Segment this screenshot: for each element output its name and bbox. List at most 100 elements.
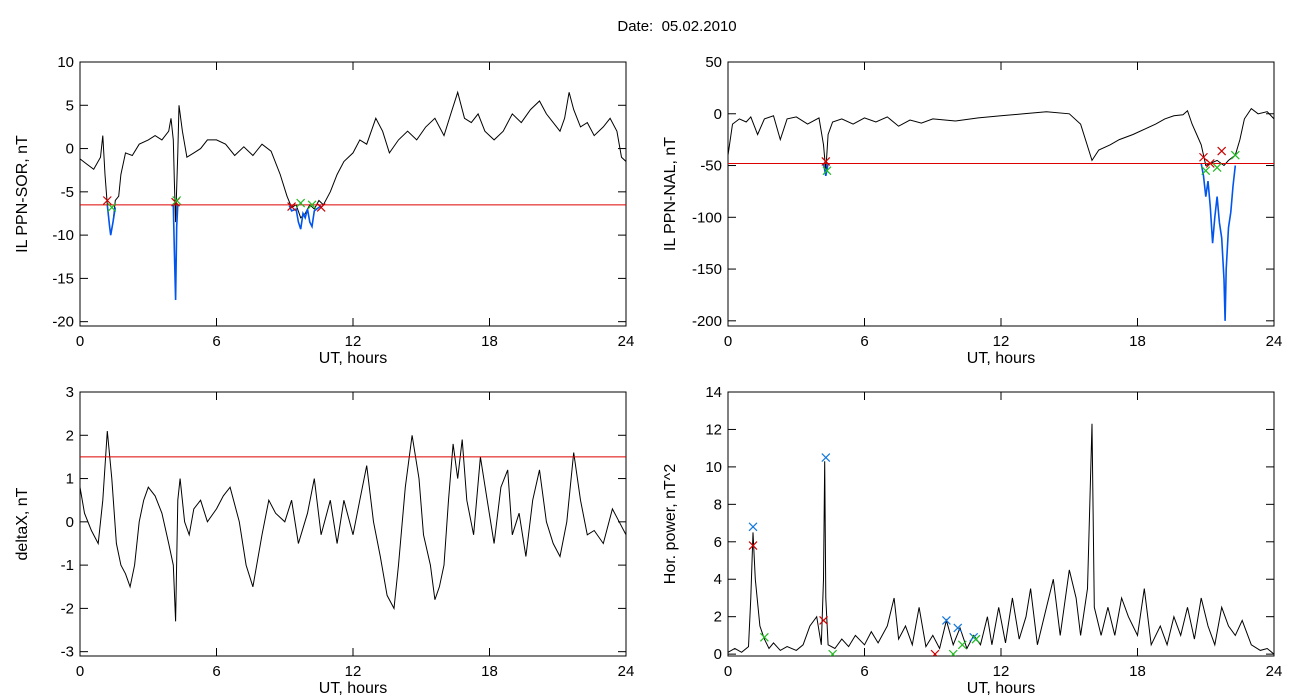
x-tick-label: 12 bbox=[993, 333, 1010, 350]
x-tick-label: 24 bbox=[1266, 333, 1283, 350]
y-tick-label: -10 bbox=[52, 227, 74, 244]
x-tick-label: 12 bbox=[993, 663, 1010, 680]
x-tick-label: 24 bbox=[618, 663, 635, 680]
y-tick-label: -200 bbox=[692, 313, 722, 330]
x-tick-label: 0 bbox=[724, 333, 732, 350]
chart-panel-2: 0 6 12 18 24 50 0 -50 -100 -150 -200 UT, hours IL PP… bbox=[662, 54, 1282, 367]
event-marker bbox=[102, 196, 112, 205]
event-marker bbox=[172, 196, 182, 205]
event-marker bbox=[941, 616, 951, 625]
date-label: Date: bbox=[617, 18, 654, 35]
x-tick-label: 12 bbox=[345, 663, 362, 680]
x-tick-label: 0 bbox=[76, 333, 84, 350]
y-tick-label: 2 bbox=[66, 427, 74, 444]
x-tick-label: 18 bbox=[1129, 663, 1146, 680]
event-marker bbox=[748, 522, 758, 532]
plot-area bbox=[80, 90, 626, 301]
date-value: 05.02.2010 bbox=[661, 18, 737, 35]
x-axis-label: UT, hours bbox=[967, 350, 1035, 367]
event-marker bbox=[828, 649, 838, 656]
plot-frame bbox=[727, 61, 1275, 327]
y-tick-label: -20 bbox=[52, 314, 74, 331]
y-axis-label: IL PPN-SOR, nT bbox=[14, 135, 31, 253]
plot-frame bbox=[727, 391, 1275, 657]
y-tick-label: 2 bbox=[714, 609, 722, 626]
event-marker bbox=[971, 634, 981, 644]
y-tick-label: 0 bbox=[714, 646, 722, 663]
y-tick-label: -3 bbox=[61, 644, 74, 661]
y-tick-label: 6 bbox=[714, 534, 722, 551]
y-tick-label: -5 bbox=[61, 184, 74, 201]
event-marker bbox=[957, 640, 967, 650]
y-axis-label: Hor. power, nT^2 bbox=[662, 464, 679, 585]
y-tick-label: 3 bbox=[66, 384, 74, 401]
y-tick-label: 8 bbox=[714, 496, 722, 513]
y-tick-label: -1 bbox=[61, 557, 74, 574]
event-marker bbox=[316, 202, 326, 212]
y-tick-label: 0 bbox=[66, 141, 74, 158]
y-tick-label: 10 bbox=[57, 54, 74, 71]
chart-title: Date: 05.02.2010 bbox=[0, 18, 1300, 35]
series-line bbox=[80, 430, 626, 622]
event-marker bbox=[296, 198, 306, 208]
x-tick-label: 0 bbox=[76, 663, 84, 680]
event-marker bbox=[307, 200, 317, 210]
event-marker bbox=[1212, 163, 1222, 173]
event-marker bbox=[822, 166, 832, 176]
event-segment-line bbox=[1200, 163, 1237, 321]
y-tick-label: 4 bbox=[714, 571, 722, 588]
plot-frame bbox=[79, 391, 627, 657]
x-axis-label: UT, hours bbox=[967, 680, 1035, 697]
y-tick-label: -15 bbox=[52, 270, 74, 287]
y-tick-label: 12 bbox=[705, 421, 722, 438]
event-marker bbox=[821, 453, 831, 462]
y-tick-label: 1 bbox=[66, 471, 74, 488]
event-marker bbox=[821, 156, 831, 166]
x-tick-label: 18 bbox=[1129, 333, 1146, 350]
event-marker bbox=[107, 202, 117, 212]
x-tick-label: 24 bbox=[1266, 663, 1283, 680]
event-marker bbox=[748, 541, 758, 550]
x-tick-label: 18 bbox=[481, 663, 498, 680]
y-tick-label: 0 bbox=[66, 514, 74, 531]
plot-area bbox=[728, 107, 1274, 321]
x-axis-label: UT, hours bbox=[319, 680, 387, 697]
series-line bbox=[728, 423, 1274, 655]
y-tick-label: 0 bbox=[714, 106, 722, 123]
event-marker bbox=[819, 616, 828, 625]
event-marker bbox=[1201, 166, 1211, 176]
y-tick-label: 50 bbox=[705, 54, 722, 71]
event-segment-line bbox=[288, 205, 322, 230]
chart-panel-1: 0 6 12 18 24 10 5 0 -5 -10 -15 -20 UT, hours IL PPN-S… bbox=[14, 54, 634, 367]
y-tick-label: -2 bbox=[61, 600, 74, 617]
x-tick-label: 12 bbox=[345, 333, 362, 350]
y-axis-label: deltaX, nT bbox=[14, 487, 31, 560]
chart-panel-3: 0 6 12 18 24 3 2 1 0 -1 -2 -3 UT, hours deltaX, nT bbox=[14, 384, 634, 697]
plot-frame bbox=[79, 61, 627, 327]
y-tick-label: -50 bbox=[700, 158, 722, 175]
event-marker bbox=[930, 649, 940, 656]
x-axis-label: UT, hours bbox=[319, 350, 387, 367]
event-segment-line bbox=[106, 204, 117, 236]
x-tick-label: 6 bbox=[212, 663, 220, 680]
event-marker bbox=[948, 649, 958, 656]
y-tick-label: 14 bbox=[705, 384, 722, 401]
x-tick-label: 0 bbox=[724, 663, 732, 680]
y-tick-label: 5 bbox=[66, 97, 74, 114]
y-tick-label: -150 bbox=[692, 261, 722, 278]
x-tick-label: 24 bbox=[618, 333, 635, 350]
x-tick-label: 6 bbox=[860, 333, 868, 350]
y-axis-label: IL PPN-NAL, nT bbox=[662, 137, 679, 251]
x-tick-label: 6 bbox=[212, 333, 220, 350]
plot-area bbox=[728, 423, 1274, 656]
event-marker bbox=[953, 623, 963, 633]
plot-area bbox=[80, 430, 626, 622]
event-marker bbox=[287, 202, 296, 211]
y-tick-label: 10 bbox=[705, 459, 722, 476]
chart-panel-4: 0 6 12 18 24 14 12 10 8 6 4 2 0 UT, hours Hor. power, … bbox=[662, 384, 1282, 697]
event-marker bbox=[1217, 146, 1227, 156]
series-line bbox=[80, 90, 626, 236]
x-tick-label: 6 bbox=[860, 663, 868, 680]
event-marker bbox=[759, 632, 769, 642]
